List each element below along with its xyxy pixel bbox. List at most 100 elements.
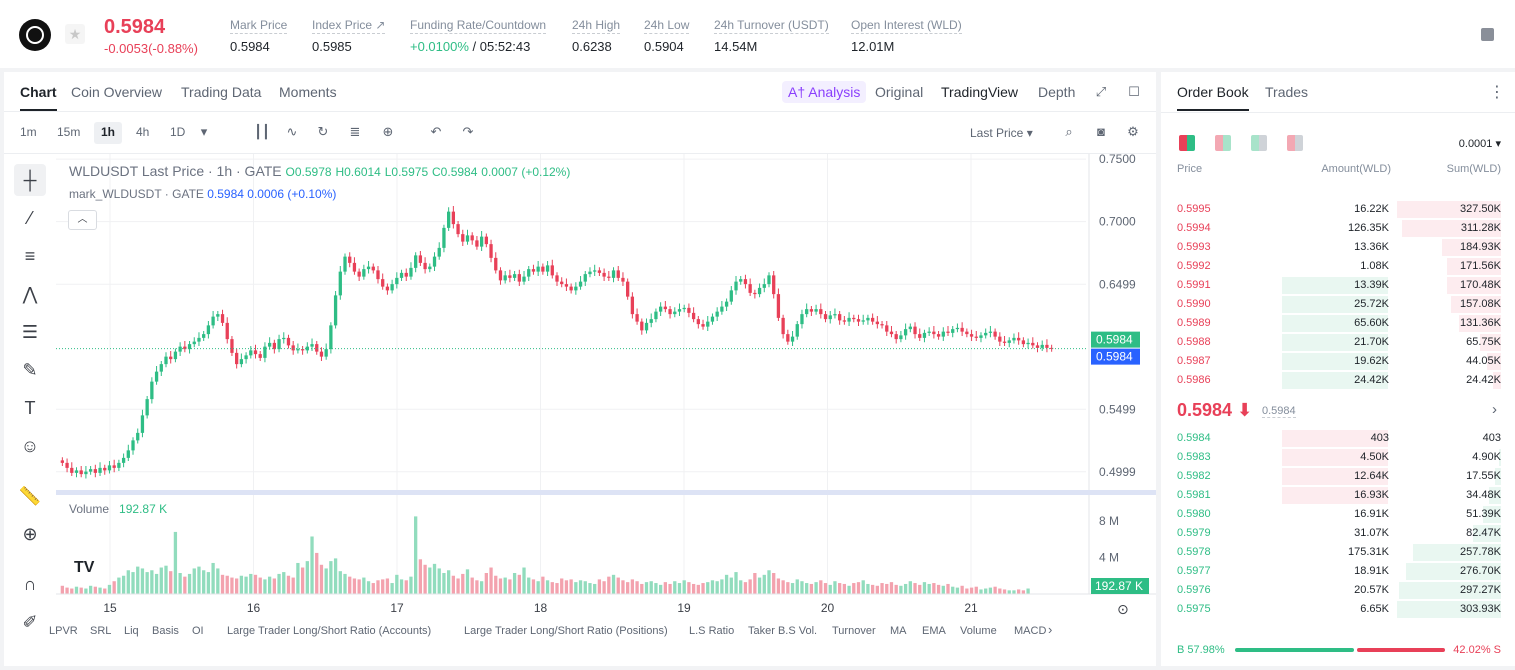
redo-icon[interactable]: ↷ [462,124,474,139]
magnet-icon[interactable]: ∩ [23,574,37,594]
ai-analysis-button[interactable]: A† Analysis [782,81,867,103]
trend-line-icon[interactable]: ⁄ [28,208,32,228]
collapse-legend-button[interactable]: ︿ [68,210,97,230]
guide-book-icon[interactable] [1481,28,1494,41]
ask-row[interactable]: 0.5995 16.22K 327.50K [1161,200,1515,219]
emoji-icon[interactable]: ☺ [20,436,40,456]
ask-row[interactable]: 0.5988 21.70K 65.75K [1161,333,1515,352]
ask-row[interactable]: 0.5991 13.39K 170.48K [1161,276,1515,295]
ask-row[interactable]: 0.5989 65.60K 131.36K [1161,314,1515,333]
ask-row[interactable]: 0.5990 25.72K 157.08K [1161,295,1515,314]
templates-icon[interactable]: ≣ [349,124,361,139]
timeframe-dropdown-icon[interactable]: ▾ [200,124,208,139]
ask-row[interactable]: 0.5986 24.42K 24.42K [1161,371,1515,390]
settings-gear-icon[interactable]: ⚙ [1127,124,1139,139]
undo-icon[interactable]: ↶ [430,124,442,139]
precision-select[interactable]: 0.0001 ▾ [1458,138,1501,150]
indicator-macd[interactable]: MACD [1014,625,1047,637]
ruler-icon[interactable]: 📏 [18,486,42,506]
indicator-ema[interactable]: EMA [922,625,946,637]
indicator-volume[interactable]: Volume [960,625,997,637]
crosshair-icon[interactable]: ┼ [14,164,46,196]
indicator-turnover[interactable]: Turnover [832,625,876,637]
volume-bar [395,574,399,594]
bid-row[interactable]: 0.5981 16.93K 34.48K [1161,486,1515,505]
volume-bar [121,575,126,594]
indicator-ls-accounts[interactable]: Large Trader Long/Short Ratio (Accounts) [227,625,432,637]
timeframe-1h[interactable]: 1h [94,122,123,144]
bid-row[interactable]: 0.5975 6.65K 303.93K [1161,600,1515,619]
stat-index-price[interactable]: Index Price ↗ 0.5985 [312,18,386,54]
window-icon[interactable]: ☐ [1128,84,1140,99]
text-tool-icon[interactable]: T [24,398,36,418]
fullscreen-icon[interactable]: ⤢ [1095,84,1107,99]
pencil-lock-icon[interactable]: ✐ [22,612,38,632]
bid-row[interactable]: 0.5976 20.57K 297.27K [1161,581,1515,600]
candle-type-icon[interactable]: ┃┃ [254,124,270,139]
view-bids-icon[interactable] [1215,135,1231,151]
candle-body [805,309,809,315]
timeframe-4h[interactable]: 4h [136,125,150,139]
bid-row[interactable]: 0.5979 31.07K 82.47K [1161,524,1515,543]
bid-row[interactable]: 0.5982 12.64K 17.55K [1161,467,1515,486]
view-compact-icon[interactable] [1287,135,1303,151]
ask-row[interactable]: 0.5987 19.62K 44.05K [1161,352,1515,371]
candle-body [517,274,521,282]
view-tradingview[interactable]: TradingView [941,84,1019,100]
indicator-lpvr[interactable]: LPVR [49,625,78,637]
pattern-icon[interactable]: ⋀ [22,284,38,304]
tab-moments[interactable]: Moments [279,84,337,100]
ask-row[interactable]: 0.5993 13.36K 184.93K [1161,238,1515,257]
ask-row[interactable]: 0.5992 1.08K 171.56K [1161,257,1515,276]
scroll-right-icon[interactable]: › [1048,622,1053,637]
replay-icon[interactable]: ↻ [317,124,329,139]
indicator-ls-ratio[interactable]: L.S Ratio [689,625,735,637]
volume-bar [192,568,196,594]
view-depth[interactable]: Depth [1038,84,1076,100]
candle-body [1040,344,1044,348]
search-icon[interactable]: ⌕ [1065,124,1073,139]
indicator-basis[interactable]: Basis [152,625,179,637]
volume-bar [235,578,239,594]
view-original[interactable]: Original [875,84,924,100]
indicator-srl[interactable]: SRL [90,625,112,637]
tab-trades[interactable]: Trades [1265,84,1309,100]
volume-bar [465,569,470,594]
bid-row[interactable]: 0.5980 16.91K 51.39K [1161,505,1515,524]
timeframe-1d[interactable]: 1D [170,125,186,139]
more-options-icon[interactable]: ⋮ [1489,84,1505,101]
indicator-liq[interactable]: Liq [124,625,139,637]
chevron-right-icon[interactable]: › [1492,401,1497,418]
bid-row[interactable]: 0.5984 403 403 [1161,429,1515,448]
price-source-select[interactable]: Last Price ▾ [970,126,1033,140]
view-both-icon[interactable] [1179,135,1195,151]
tab-chart[interactable]: Chart [20,84,57,111]
indicator-oi[interactable]: OI [192,625,204,637]
price-chart[interactable]: 15 16 17 18 19 20 21 0.7500 0.7000 0.6499 0.5499 0.… [56,154,1156,620]
fib-icon[interactable]: ☰ [21,322,39,342]
indicator-ma[interactable]: MA [890,625,907,637]
timeframe-1m[interactable]: 1m [20,125,37,139]
view-asks-icon[interactable] [1251,135,1267,151]
screenshot-icon[interactable]: ◙ [1097,124,1105,139]
ask-row[interactable]: 0.5994 126.35K 311.28K [1161,219,1515,238]
add-alert-icon[interactable]: ⊕ [382,124,394,139]
horizontal-lines-icon[interactable]: ≡ [24,246,36,266]
indicator-taker-vol[interactable]: Taker B.S Vol. [748,625,818,637]
zoom-in-icon[interactable]: ⊕ [22,524,38,544]
volume-bar [1021,590,1026,594]
volume-bar [918,584,922,594]
bid-row[interactable]: 0.5983 4.50K 4.90K [1161,448,1515,467]
bid-row[interactable]: 0.5977 18.91K 276.70K [1161,562,1515,581]
indicators-icon[interactable]: ∿ [286,124,298,139]
tab-trading-data[interactable]: Trading Data [181,84,262,100]
favorite-star-icon[interactable]: ★ [65,24,85,44]
tab-coin-overview[interactable]: Coin Overview [71,84,163,100]
bid-row[interactable]: 0.5978 175.31K 257.78K [1161,543,1515,562]
indicator-ls-positions[interactable]: Large Trader Long/Short Ratio (Positions… [464,625,668,637]
tab-order-book[interactable]: Order Book [1177,84,1249,111]
row-amount: 6.65K [1360,603,1389,615]
volume-bar [866,583,870,594]
timeframe-15m[interactable]: 15m [57,125,81,139]
brush-icon[interactable]: ✎ [22,360,38,380]
